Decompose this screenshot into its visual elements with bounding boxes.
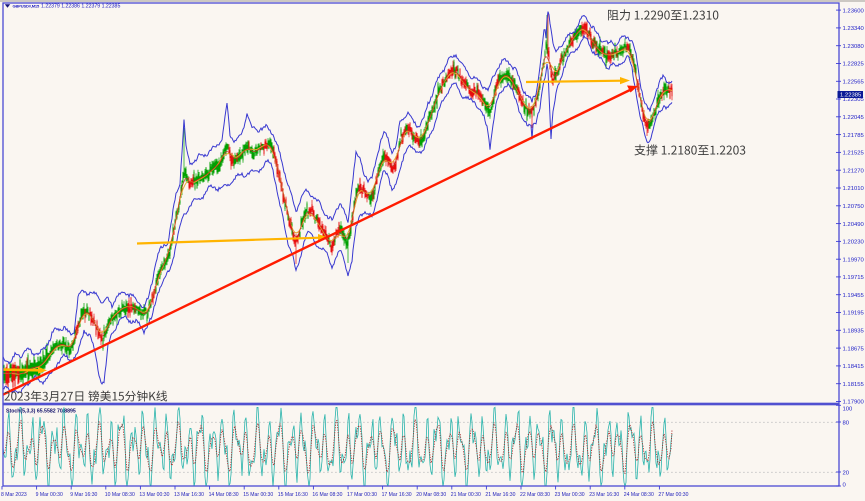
svg-text:1.18415: 1.18415: [843, 364, 865, 370]
svg-text:1.22305: 1.22305: [843, 97, 865, 103]
svg-text:1.21785: 1.21785: [843, 133, 865, 139]
svg-text:0: 0: [843, 483, 847, 489]
svg-text:21 Mar 16:30: 21 Mar 16:30: [485, 492, 515, 498]
svg-text:1.19970: 1.19970: [843, 257, 865, 263]
svg-text:1.18675: 1.18675: [843, 346, 865, 352]
svg-text:10 Mar 08:30: 10 Mar 08:30: [105, 492, 135, 498]
svg-text:21 Mar 00:30: 21 Mar 00:30: [451, 492, 481, 498]
svg-text:9 Mar 16:30: 9 Mar 16:30: [70, 492, 97, 498]
svg-text:27 Mar 00:30: 27 Mar 00:30: [658, 492, 688, 498]
svg-text:20 Mar 08:30: 20 Mar 08:30: [416, 492, 446, 498]
svg-text:15 Mar 00:30: 15 Mar 00:30: [243, 492, 273, 498]
svg-text:1.19195: 1.19195: [843, 311, 865, 317]
svg-text:17 Mar 00:30: 17 Mar 00:30: [347, 492, 377, 498]
svg-text:1.18155: 1.18155: [843, 382, 865, 388]
svg-text:20: 20: [843, 471, 850, 477]
svg-text:1.19455: 1.19455: [843, 293, 865, 299]
svg-text:1.22825: 1.22825: [843, 62, 865, 68]
svg-text:GBPUSD#,M15: GBPUSD#,M15: [13, 4, 41, 9]
svg-text:23 Mar 00:30: 23 Mar 00:30: [555, 492, 585, 498]
svg-text:22 Mar 08:30: 22 Mar 08:30: [520, 492, 550, 498]
svg-text:13 Mar 00:30: 13 Mar 00:30: [139, 492, 169, 498]
svg-text:1.20490: 1.20490: [843, 222, 865, 228]
svg-text:1.17900: 1.17900: [843, 400, 865, 406]
svg-text:8 Mar 2023: 8 Mar 2023: [1, 492, 27, 498]
svg-text:1.21270: 1.21270: [843, 168, 865, 174]
svg-text:23 Mar 16:30: 23 Mar 16:30: [589, 492, 619, 498]
svg-text:9 Mar 00:30: 9 Mar 00:30: [36, 492, 63, 498]
svg-text:1.19715: 1.19715: [843, 275, 865, 281]
svg-text:1.23600: 1.23600: [843, 8, 865, 14]
svg-text:14 Mar 08:30: 14 Mar 08:30: [209, 492, 239, 498]
svg-text:1.22565: 1.22565: [843, 80, 865, 86]
svg-text:Stoch(5,3,3) 65.5582 70.8895: Stoch(5,3,3) 65.5582 70.8895: [6, 409, 76, 415]
svg-text:1.18935: 1.18935: [843, 329, 865, 335]
svg-text:1.22045: 1.22045: [843, 115, 865, 121]
svg-text:15 Mar 16:30: 15 Mar 16:30: [278, 492, 308, 498]
svg-text:80: 80: [843, 421, 850, 427]
svg-text:1.20230: 1.20230: [843, 240, 865, 246]
svg-text:1.23340: 1.23340: [843, 26, 865, 32]
svg-text:13 Mar 16:30: 13 Mar 16:30: [174, 492, 204, 498]
svg-text:1.20750: 1.20750: [843, 204, 865, 210]
svg-text:1.21525: 1.21525: [843, 151, 865, 157]
svg-text:1.22385: 1.22385: [840, 93, 862, 99]
svg-text:1.23080: 1.23080: [843, 44, 865, 50]
svg-text:1.21010: 1.21010: [843, 186, 865, 192]
svg-text:1.22379 1.22386 1.22379 1.2238: 1.22379 1.22386 1.22379 1.22385: [41, 4, 120, 10]
svg-text:16 Mar 08:30: 16 Mar 08:30: [312, 492, 342, 498]
svg-text:17 Mar 16:30: 17 Mar 16:30: [382, 492, 412, 498]
svg-text:100: 100: [843, 407, 854, 413]
svg-text:24 Mar 08:30: 24 Mar 08:30: [624, 492, 654, 498]
